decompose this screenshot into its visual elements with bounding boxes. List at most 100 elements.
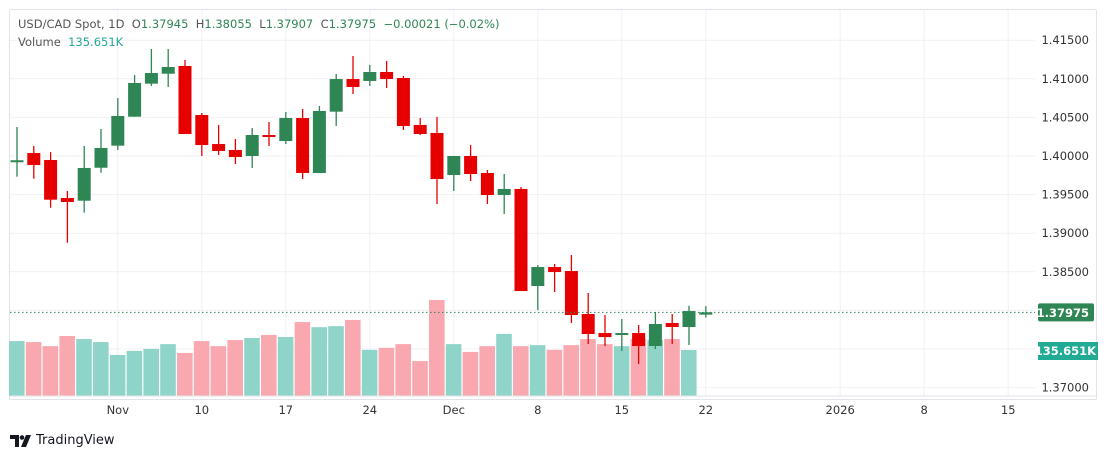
open-value: 1.37945: [140, 17, 189, 31]
candle: [598, 315, 612, 346]
candle-body: [531, 267, 545, 287]
volume-bar: [529, 345, 546, 396]
candle-body: [195, 115, 209, 146]
symbol-title[interactable]: USD/CAD Spot, 1D: [18, 17, 125, 31]
candle-body: [144, 73, 158, 84]
candle: [682, 305, 696, 345]
candle: [296, 108, 310, 180]
candle-body: [262, 135, 276, 138]
volume-tag-label: 135.651K: [1035, 344, 1097, 358]
candle: [262, 122, 276, 146]
close-label: C: [320, 17, 329, 31]
time-tick-label: 17: [278, 403, 293, 417]
volume-bar: [563, 345, 579, 396]
volume-bar: [630, 339, 647, 396]
candle-body: [77, 167, 91, 201]
volume-bar: [25, 342, 42, 396]
time-tick-label: 10: [194, 403, 209, 417]
candle: [514, 187, 528, 292]
last-price-tag: [1038, 303, 1094, 322]
candle-body: [632, 333, 646, 346]
candle: [111, 98, 125, 150]
candle: [396, 76, 410, 130]
volume-bar: [328, 326, 344, 396]
candle: [312, 105, 326, 173]
candle: [161, 49, 175, 87]
price-tick-label: 1.39000: [1041, 226, 1089, 240]
volume-bar: [462, 351, 479, 396]
volume-bar: [479, 346, 495, 396]
candle-body: [245, 135, 259, 156]
candle: [632, 324, 646, 364]
volume-bar: [496, 333, 512, 396]
change-value: −0.00021 (−0.02%): [383, 17, 500, 31]
volume-bar: [412, 361, 428, 396]
volume-bar: [210, 346, 227, 396]
volume-value: 135.651K: [68, 35, 124, 49]
candle-body: [27, 152, 41, 166]
last-price-tag-label: 1.37975: [1037, 306, 1089, 320]
low-value: 1.37907: [265, 17, 314, 31]
volume-bar: [126, 350, 143, 396]
candle-body: [178, 65, 192, 134]
volume-bar: [613, 346, 630, 396]
candle: [380, 60, 394, 88]
candle: [228, 139, 242, 165]
chart-legend-ohlc: USD/CAD Spot, 1D O1.37945 H1.38055 L1.37…: [18, 17, 499, 31]
tradingview-label: TradingView: [36, 433, 115, 448]
candle-body: [296, 118, 310, 173]
volume-bar: [580, 339, 596, 396]
candle-body: [312, 110, 326, 173]
price-tick-label: 1.39500: [1041, 188, 1089, 202]
candle: [245, 127, 259, 168]
volume-bar: [445, 344, 462, 396]
candle: [195, 112, 209, 156]
candle-body: [464, 156, 478, 174]
tradingview-branding[interactable]: TradingView: [10, 433, 115, 448]
candle-body: [44, 160, 58, 200]
candle: [464, 145, 478, 182]
candle-body: [699, 312, 713, 315]
volume-bar: [93, 342, 109, 396]
volume-bar: [177, 352, 193, 396]
open-label: O: [131, 17, 141, 31]
candle-body: [111, 116, 125, 146]
candle: [548, 264, 562, 293]
time-tick-label: Dec: [443, 403, 465, 417]
volume-bar: [311, 327, 327, 396]
volume-bar: [294, 322, 311, 396]
candle-body: [648, 323, 662, 346]
candle-body: [396, 78, 410, 126]
high-label: H: [195, 17, 205, 31]
volume-label[interactable]: Volume: [18, 35, 61, 49]
candle: [27, 145, 41, 179]
candle: [430, 117, 444, 205]
close-value: 1.37975: [328, 17, 377, 31]
candle-body: [682, 311, 696, 327]
time-tick-label: 2026: [826, 403, 855, 417]
price-tick-label: 1.37000: [1041, 381, 1089, 395]
volume-bar: [160, 344, 176, 396]
candle: [665, 314, 679, 344]
candle-body: [564, 271, 578, 316]
candle-body: [228, 149, 242, 158]
tradingview-logo-icon: [10, 434, 31, 447]
volume-bar: [597, 344, 613, 396]
price-tick-label: 1.40000: [1041, 149, 1089, 163]
volume-bar: [513, 346, 529, 396]
candle: [10, 126, 24, 177]
time-tick-label: 8: [534, 403, 541, 417]
candle-body: [615, 333, 629, 336]
price-tick-label: 1.38500: [1041, 265, 1089, 279]
candle-body: [447, 156, 461, 175]
candle: [44, 152, 58, 208]
candle-body: [430, 132, 444, 180]
candle-body: [480, 172, 494, 195]
chart-frame[interactable]: [9, 9, 1097, 400]
volume-bar: [261, 334, 277, 396]
chart-legend-volume: Volume 135.651K: [18, 35, 123, 49]
candle: [94, 128, 108, 173]
volume-bar: [227, 340, 243, 396]
candle: [128, 75, 142, 117]
